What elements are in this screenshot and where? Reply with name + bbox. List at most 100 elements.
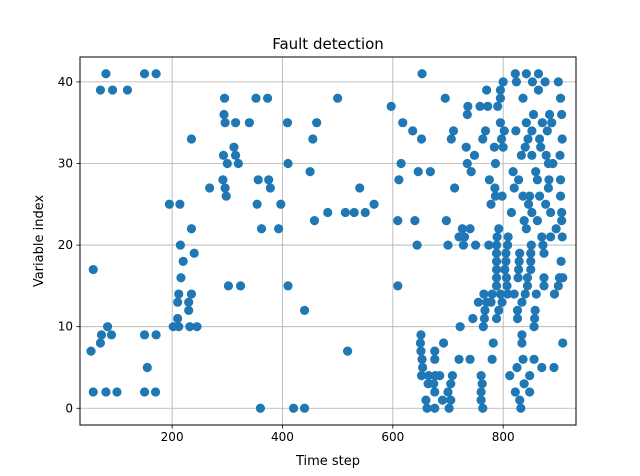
data-point	[521, 224, 531, 234]
data-point	[488, 338, 498, 348]
data-point	[253, 175, 263, 185]
data-point	[139, 69, 150, 79]
data-point	[526, 256, 536, 266]
y-axis-ticks: 0 10 20 30 40	[58, 75, 80, 415]
data-point	[495, 289, 506, 299]
data-point	[557, 216, 567, 226]
data-point	[525, 387, 535, 397]
data-point	[546, 207, 556, 218]
y-tick-label: 30	[58, 156, 73, 170]
data-point	[557, 134, 567, 144]
data-point	[262, 93, 273, 103]
data-point	[176, 273, 186, 283]
x-axis-ticks: 200 400 600 800	[161, 425, 515, 444]
data-point	[415, 338, 426, 348]
y-tick-label: 40	[58, 75, 73, 89]
data-point	[546, 232, 556, 242]
data-point	[435, 371, 445, 381]
data-point	[184, 305, 194, 315]
data-point	[477, 379, 487, 389]
data-point	[486, 199, 496, 209]
data-point	[150, 387, 161, 397]
data-point	[510, 69, 520, 79]
data-point	[502, 289, 513, 299]
data-point	[543, 183, 554, 193]
data-point	[480, 305, 490, 315]
data-point	[529, 322, 539, 332]
data-point	[256, 224, 267, 234]
data-point	[413, 167, 423, 177]
data-point	[482, 85, 492, 95]
data-point	[424, 371, 434, 381]
data-point	[553, 77, 563, 87]
data-point	[539, 248, 549, 258]
data-point	[455, 322, 465, 332]
data-point	[446, 395, 456, 405]
data-point	[142, 362, 152, 373]
data-point	[205, 183, 215, 193]
data-point	[484, 240, 494, 250]
data-point	[221, 191, 231, 201]
x-tick-label: 400	[271, 430, 294, 444]
data-point	[503, 232, 513, 242]
data-point	[549, 289, 560, 299]
data-point	[537, 232, 547, 242]
data-point	[509, 183, 519, 193]
data-point	[537, 362, 547, 373]
data-point	[490, 158, 501, 169]
data-point	[112, 387, 122, 397]
data-point	[538, 240, 548, 250]
data-point	[517, 330, 527, 340]
data-point	[515, 248, 525, 258]
data-point	[457, 224, 467, 234]
data-point	[342, 346, 353, 356]
data-point	[274, 224, 284, 234]
data-point	[192, 322, 202, 332]
data-point	[514, 256, 524, 266]
data-point	[218, 175, 228, 185]
data-point	[443, 240, 453, 250]
data-point	[393, 216, 403, 226]
data-point	[491, 273, 502, 283]
chart-title: Fault detection	[272, 35, 384, 53]
data-point	[508, 167, 518, 177]
data-point	[222, 158, 232, 169]
data-point	[490, 191, 501, 201]
data-point	[444, 403, 454, 413]
x-tick-label: 200	[161, 430, 184, 444]
data-point	[102, 322, 113, 332]
data-point	[430, 403, 440, 413]
data-point	[340, 207, 350, 218]
data-point	[517, 297, 527, 307]
data-point	[458, 240, 469, 250]
data-point	[505, 371, 515, 381]
data-point	[526, 240, 536, 250]
data-point	[498, 77, 508, 87]
data-point	[540, 77, 550, 87]
data-point	[487, 354, 497, 364]
data-point	[394, 175, 404, 185]
data-point	[470, 240, 481, 250]
data-point	[530, 313, 540, 324]
data-point	[178, 256, 188, 266]
data-point	[523, 199, 534, 209]
data-point	[462, 109, 472, 120]
data-point	[288, 403, 299, 413]
data-point	[502, 281, 512, 291]
data-point	[526, 264, 536, 275]
data-point	[537, 118, 547, 128]
x-tick-label: 800	[492, 430, 515, 444]
data-point	[530, 305, 540, 315]
data-point	[527, 150, 537, 160]
data-point	[264, 175, 274, 185]
data-point	[417, 69, 427, 79]
data-point	[499, 126, 509, 136]
data-point	[230, 150, 241, 160]
data-point	[349, 207, 359, 218]
data-point	[500, 264, 510, 275]
data-point	[309, 216, 320, 226]
data-point	[514, 175, 524, 185]
data-point	[494, 305, 504, 315]
data-point	[510, 387, 520, 397]
